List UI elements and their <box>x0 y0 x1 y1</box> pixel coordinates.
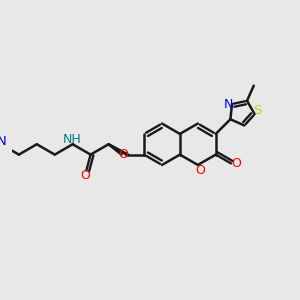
Text: O: O <box>118 148 128 161</box>
Text: N: N <box>0 135 7 148</box>
Text: O: O <box>195 164 205 177</box>
Text: O: O <box>231 157 241 170</box>
Text: O: O <box>80 169 90 182</box>
Text: N: N <box>224 98 233 110</box>
Text: NH: NH <box>63 133 82 146</box>
Text: S: S <box>254 104 262 117</box>
